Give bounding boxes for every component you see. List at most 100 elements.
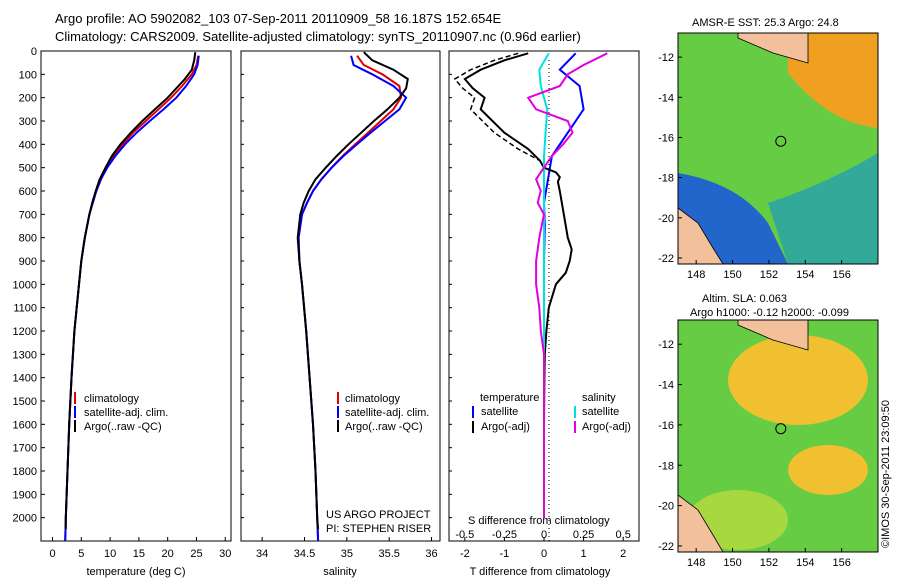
series-line-climatology [64,55,200,541]
depth-tick-label: 800 [19,233,37,245]
difference-x-axis: -2 -1 0 1 2 -0.5 -0.25 0 0.25 0.5 [455,529,630,560]
temperature-x-axis: 0 5 10 15 20 25 30 [49,537,231,560]
cool-water-region-east [768,153,878,264]
lat-tick-label: -18 [658,173,674,185]
lat-tick-label: -22 [658,253,674,265]
salinity-x-axis: 34 34.5 35 35.5 36 [256,537,438,560]
lon-tick-label: 150 [723,557,741,569]
depth-tick-label: 200 [19,93,37,105]
depth-tick-label: 1600 [13,419,37,431]
depth-tick-label: 1200 [13,326,37,338]
sla-map-title: Altim. SLA: 0.063 [702,293,787,305]
lat-tick-label: -22 [658,541,674,553]
depth-tick-label: 1500 [13,396,37,408]
sst-map-title: AMSR-E SST: 25.3 Argo: 24.8 [692,17,839,29]
lat-tick-label: -16 [658,420,674,432]
plot-title-line2: Climatology: CARS2009. Satellite-adjuste… [55,29,581,44]
depth-tick-label: 1900 [13,489,37,501]
series-line-climatology [297,55,403,541]
x-tick-label: -1 [500,548,510,560]
depth-tick-label: 300 [19,116,37,128]
png-land [737,320,809,351]
lat-tick-label: -20 [658,501,674,513]
x-tick-label-top: -0.25 [492,529,517,541]
sst-map-frame [677,32,879,265]
x-tick-label: 1 [581,548,587,560]
legend-satellite-adj: satellite-adj. clim. [345,407,429,419]
x-tick-label: 34 [256,548,268,560]
credit-project: US ARGO PROJECT [326,509,431,521]
series-line-argo-raw-qc- [296,51,409,530]
x-tick-label: 15 [133,548,145,560]
legend-t-argo: Argo(-adj) [481,421,530,433]
salinity-x-label: salinity [323,566,357,578]
argo-position-marker [775,135,787,147]
sst-map [678,33,878,264]
x-tick-label: -2 [460,548,470,560]
salinity-axes [240,50,441,542]
series-line-s-argo-adj- [526,52,608,518]
lat-tick-label: -12 [658,52,674,64]
sst-map-axes: -12 -14 -16 -18 -20 -22 148 150 152 154 156 [658,52,851,281]
legend-s-satellite: satellite [582,406,619,418]
sla-map [678,320,878,552]
temperature-axes [40,50,232,542]
sla-map-frame [677,319,879,553]
lon-tick-label: 148 [687,557,705,569]
series-line-t-satellite [542,52,585,518]
depth-tick-label: 2000 [13,513,37,525]
salinity-legend: climatology satellite-adj. clim. Argo(..… [337,392,429,433]
x-tick-label: 35.5 [378,548,399,560]
depth-tick-label: 100 [19,69,37,81]
x-tick-label: 36 [425,548,437,560]
legend-argo-raw: Argo(..raw -QC) [84,421,162,433]
depth-tick-label: 1000 [13,279,37,291]
lon-tick-label: 154 [796,269,814,281]
depth-tick-label: 1300 [13,349,37,361]
argo-position-marker [775,423,787,435]
x-tick-label: 5 [78,548,84,560]
depth-tick-label: 500 [19,163,37,175]
plot-title-line1: Argo profile: AO 5902082_103 07-Sep-2011… [55,11,502,26]
depth-tick-label: 1400 [13,373,37,385]
lat-tick-label: -14 [658,92,674,104]
x-tick-label-top: 0.5 [616,529,631,541]
temperature-series [64,52,200,541]
x-tick-label: 10 [104,548,116,560]
legend-s-argo: Argo(-adj) [582,421,631,433]
series-line-argo-raw-qc- [64,52,197,530]
legend-climatology: climatology [84,393,140,405]
legend-t-satellite: satellite [481,406,518,418]
x-tick-label: 2 [620,548,626,560]
sla-high-region [728,335,868,425]
legend-climatology: climatology [345,393,401,405]
series-line-t-argo-raw-dashed [453,52,573,518]
x-tick-label-top: -0.5 [455,529,474,541]
s-difference-axis-label: S difference from climatology [468,515,610,527]
sla-high-region [788,445,868,495]
depth-tick-label: 700 [19,209,37,221]
legend-salinity-heading: salinity [582,392,616,404]
australia-land [678,207,724,264]
lat-tick-label: -20 [658,213,674,225]
depth-axis: 0 100 200 300 400 500 600 700 800 900 1000 1100 1200… [13,46,452,525]
lon-tick-label: 154 [796,557,814,569]
x-tick-label: 30 [219,548,231,560]
lon-tick-label: 148 [687,269,705,281]
depth-tick-label: 1100 [13,303,37,315]
x-tick-label: 25 [190,548,202,560]
x-tick-label: 0 [49,548,55,560]
lat-tick-label: -18 [658,460,674,472]
temperature-legend: climatology satellite-adj. clim. Argo(..… [74,392,168,433]
salinity-series [296,51,409,541]
warm-water-region [788,33,878,128]
credit-pi: PI: STEPHEN RISER [326,523,432,535]
depth-tick-label: 1800 [13,466,37,478]
x-tick-label: 35 [341,548,353,560]
lat-tick-label: -16 [658,132,674,144]
legend-temperature-heading: temperature [480,392,539,404]
x-tick-label-top: 0.25 [573,529,594,541]
lon-tick-label: 150 [723,269,741,281]
lon-tick-label: 156 [832,269,850,281]
